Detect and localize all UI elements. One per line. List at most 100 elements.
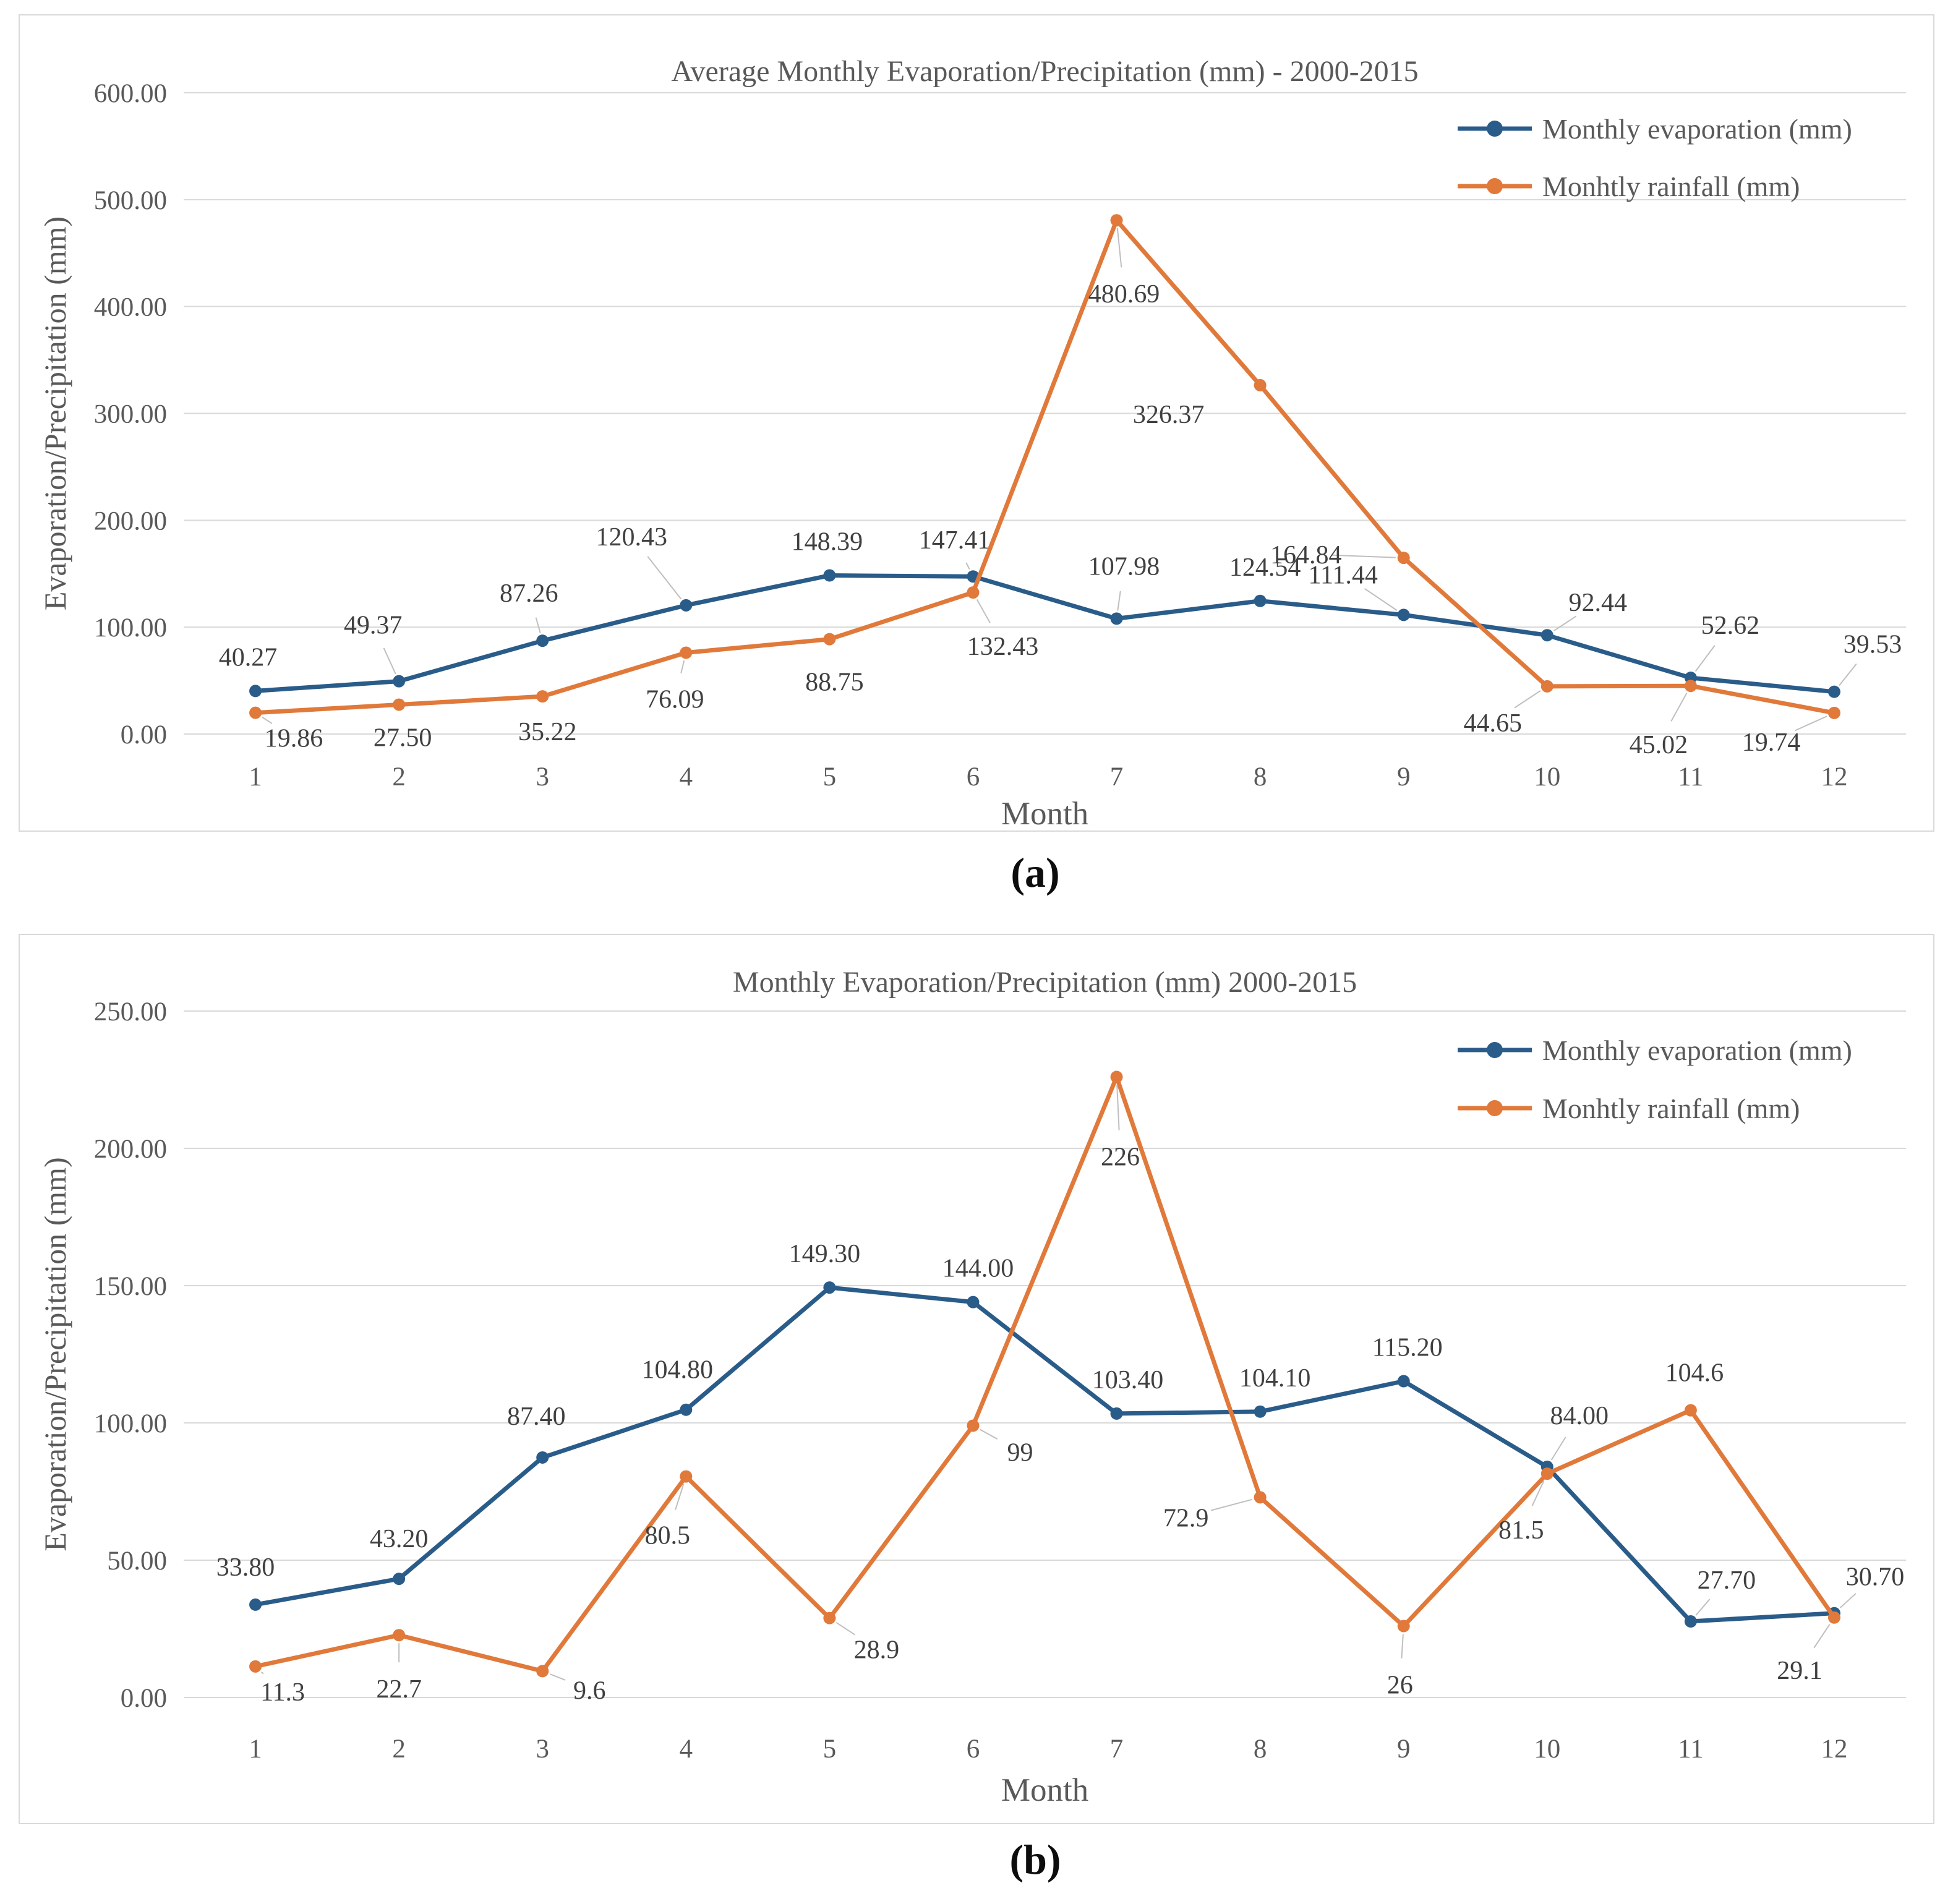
data-point-marker: [1684, 680, 1697, 693]
x-tick-label: 9: [1397, 762, 1411, 792]
x-tick-label: 10: [1534, 762, 1560, 792]
data-label: 29.1: [1777, 1657, 1823, 1685]
data-label: 11.3: [260, 1678, 305, 1707]
data-label: 132.43: [967, 633, 1039, 661]
label-leader: [1694, 645, 1716, 672]
label-leader: [1695, 1599, 1711, 1616]
x-tick-label: 5: [823, 762, 837, 792]
data-label: 27.50: [374, 724, 432, 752]
data-point-marker: [1397, 1375, 1410, 1388]
y-tick-label: 600.00: [94, 79, 167, 108]
label-leader: [1839, 1593, 1857, 1608]
x-tick-label: 11: [1678, 762, 1703, 792]
label-leader: [549, 1673, 566, 1681]
data-point-marker: [967, 1296, 980, 1308]
label-leader: [1531, 1480, 1545, 1506]
x-tick-label: 12: [1821, 1735, 1847, 1764]
data-point-marker: [249, 1598, 262, 1611]
rainfall-line: [253, 1075, 1837, 1673]
data-point-marker: [680, 1403, 693, 1416]
data-point-marker: [823, 1281, 836, 1294]
label-leader: [965, 562, 970, 570]
x-tick-label: 6: [967, 762, 980, 792]
data-label: 43.20: [370, 1525, 429, 1553]
data-point-marker: [1541, 629, 1553, 642]
data-point-marker: [967, 586, 980, 599]
x-tick-label: 8: [1254, 1735, 1267, 1764]
y-tick-label: 150.00: [94, 1272, 167, 1301]
y-tick-label: 300.00: [94, 400, 167, 429]
caption-b: (b): [1009, 1836, 1061, 1883]
data-label: 39.53: [1844, 631, 1902, 659]
data-label: 226: [1101, 1143, 1140, 1172]
caption-a: (a): [1011, 849, 1060, 896]
y-axis-title: Evaporation/Precipitation (mm): [38, 216, 72, 610]
x-tick-label: 6: [967, 1735, 980, 1764]
x-tick-label: 2: [392, 762, 406, 792]
data-point-marker: [1254, 1491, 1267, 1504]
x-tick-label: 9: [1397, 1735, 1411, 1764]
data-point-marker: [1110, 214, 1123, 227]
data-point-marker: [1110, 1070, 1123, 1083]
data-label: 27.70: [1698, 1566, 1756, 1595]
legend-item-evaporation-marker: [1487, 121, 1503, 137]
data-point-marker: [393, 1629, 406, 1642]
data-label: 111.44: [1309, 561, 1378, 589]
data-label: 28.9: [854, 1636, 900, 1665]
label-leader: [1210, 1498, 1253, 1511]
data-point-marker: [680, 1470, 693, 1483]
data-label: 49.37: [344, 612, 403, 640]
data-point-marker: [1541, 1467, 1553, 1480]
label-leader: [980, 1428, 998, 1440]
x-tick-label: 10: [1534, 1735, 1560, 1764]
legend-item-rainfall-marker: [1487, 1100, 1503, 1116]
chart-title: Average Monthly Evaporation/Precipitatio…: [671, 55, 1418, 88]
label-leader: [1331, 554, 1396, 558]
data-point-marker: [249, 685, 262, 698]
y-axis-title: Evaporation/Precipitation (mm): [38, 1157, 72, 1551]
legend-label: Monhtly rainfall (mm): [1542, 171, 1800, 202]
data-label: 124.54: [1229, 553, 1301, 582]
data-point-marker: [1397, 552, 1410, 565]
data-point-marker: [1110, 612, 1123, 625]
data-point-marker: [1684, 1615, 1697, 1628]
label-leader: [262, 716, 273, 724]
y-tick-label: 100.00: [94, 1409, 167, 1438]
y-tick-label: 400.00: [94, 293, 167, 322]
data-label: 115.20: [1372, 1334, 1443, 1362]
data-point-marker: [249, 1660, 262, 1673]
x-tick-label: 1: [249, 1735, 262, 1764]
x-tick-label: 4: [680, 1735, 693, 1764]
data-point-marker: [393, 675, 406, 688]
label-leader: [535, 617, 541, 633]
label-leader: [1401, 1634, 1404, 1659]
data-point-marker: [1110, 1407, 1123, 1420]
label-leader: [383, 647, 396, 675]
label-leader: [1116, 1085, 1120, 1130]
data-label: 92.44: [1569, 589, 1628, 617]
y-tick-label: 250.00: [94, 997, 167, 1027]
data-point-marker: [1541, 680, 1553, 693]
data-label: 480.69: [1088, 280, 1160, 309]
data-label: 103.40: [1092, 1366, 1164, 1394]
x-tick-label: 7: [1110, 1735, 1124, 1764]
y-tick-label: 200.00: [94, 506, 167, 536]
y-tick-label: 200.00: [94, 1135, 167, 1164]
rainfall-line: [253, 218, 1837, 715]
data-point-marker: [680, 599, 693, 612]
data-label: 104.10: [1239, 1364, 1311, 1393]
data-label: 33.80: [216, 1553, 275, 1582]
x-tick-label: 3: [536, 762, 549, 792]
x-axis-title: Month: [1001, 1772, 1088, 1808]
legend-item-rainfall-marker: [1487, 178, 1503, 194]
y-tick-label: 50.00: [107, 1547, 167, 1576]
legend-label: Monhtly rainfall (mm): [1542, 1093, 1800, 1124]
data-label: 99: [1007, 1438, 1033, 1467]
legend-label: Monthly evaporation (mm): [1542, 1035, 1852, 1066]
evaporation-line: [253, 1285, 1837, 1624]
x-tick-label: 11: [1678, 1735, 1703, 1764]
chart-panel-a: 600.00 500.00 400.00 300.00 200.00 100.00 0.00…: [19, 14, 1934, 832]
x-tick-label: 8: [1254, 762, 1267, 792]
y-tick-label: 500.00: [94, 186, 167, 215]
